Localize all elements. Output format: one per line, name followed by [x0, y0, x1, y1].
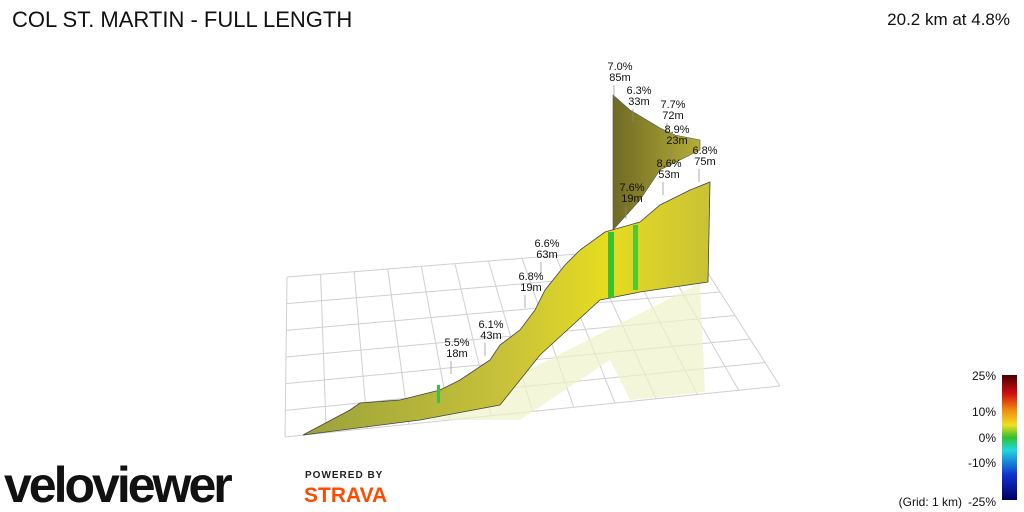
annotation-grade: 8.6%	[656, 158, 681, 170]
scale-label: 25%	[972, 369, 996, 383]
annotation-grade: 6.3%	[626, 85, 651, 97]
back-wall	[612, 94, 701, 231]
annotation-grade: 8.9%	[664, 124, 689, 136]
annotation-length: 43m	[480, 330, 501, 342]
annotation-length: 33m	[628, 96, 649, 108]
annotation-length: 72m	[662, 110, 683, 122]
annotation-length: 19m	[621, 193, 642, 205]
scale-label: 10%	[972, 405, 996, 419]
summary: 20.2 km at 4.8%	[887, 10, 1010, 29]
annotation-grade: 6.1%	[478, 319, 503, 331]
green-strip	[437, 385, 440, 403]
green-strip	[633, 225, 638, 290]
strava-logo: STRAVA	[304, 484, 387, 507]
annotation-length: 75m	[694, 156, 715, 168]
annotation-grade: 6.6%	[534, 238, 559, 250]
green-strip	[608, 232, 614, 298]
logo: veloviewer	[4, 457, 232, 512]
annotation-grade: 6.8%	[692, 145, 717, 157]
color-scale-bar	[1002, 375, 1017, 500]
annotation-length: 63m	[536, 249, 557, 261]
annotation-length: 53m	[658, 169, 679, 181]
scale-label: -25%	[968, 495, 996, 509]
grid-note: (Grid: 1 km)	[899, 495, 962, 509]
annotation-length: 19m	[520, 282, 541, 294]
title: COL ST. MARTIN - FULL LENGTH	[12, 7, 352, 32]
grid-line	[286, 291, 721, 331]
annotation-grade: 6.8%	[518, 271, 543, 283]
annotation-grade: 7.6%	[619, 182, 644, 194]
annotation-grade: 7.7%	[660, 99, 685, 111]
scale-label: 0%	[979, 431, 997, 445]
annotation-length: 23m	[666, 135, 687, 147]
annotation-length: 85m	[609, 72, 630, 84]
powered-by: POWERED BY	[305, 470, 383, 481]
annotation-grade: 7.0%	[607, 61, 632, 73]
scale-label: -10%	[968, 456, 996, 470]
annotation-length: 18m	[446, 348, 467, 360]
annotation-grade: 5.5%	[444, 337, 469, 349]
